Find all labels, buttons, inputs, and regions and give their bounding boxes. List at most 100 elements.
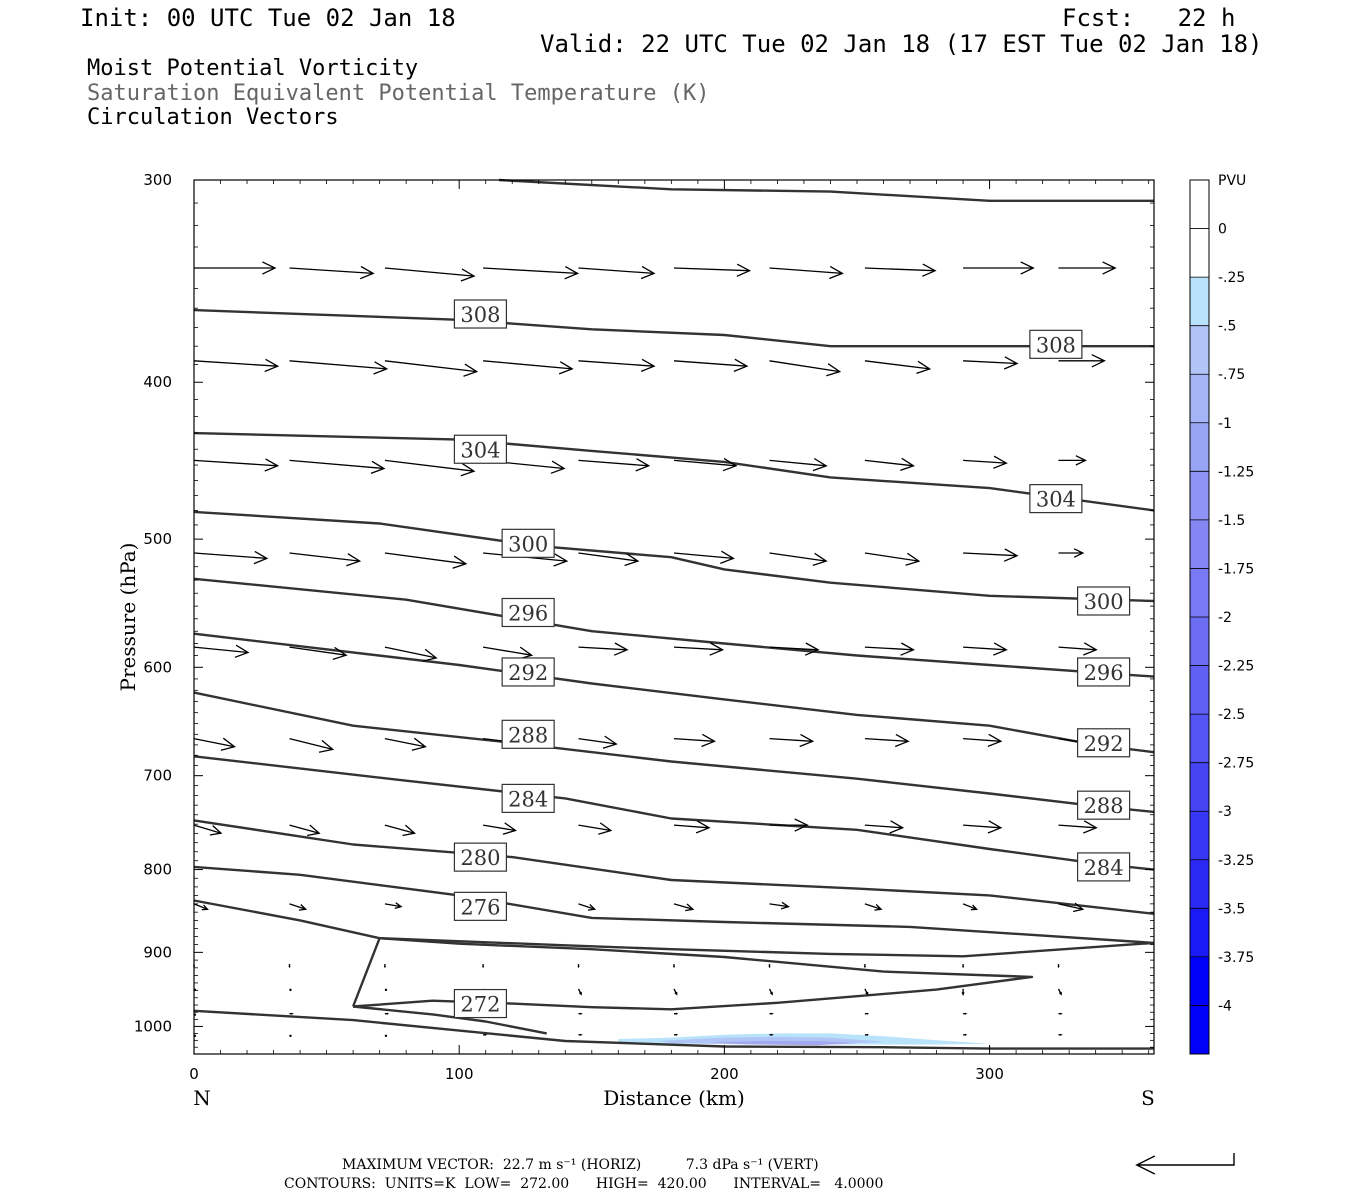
axes-layer: 300 400 500 600 700 800 900 1000 0 100 200 300 [134, 171, 1154, 1083]
vector-arrow [864, 642, 915, 656]
vector-arrow [673, 358, 749, 373]
vector-arrow [383, 964, 386, 969]
colorbar-swatch [1190, 617, 1209, 666]
vector-arrow [193, 458, 280, 472]
contour-label: 276 [460, 895, 500, 919]
contour-label: 280 [460, 846, 500, 870]
vector-arrow [289, 1012, 294, 1015]
vector-arrow [384, 902, 403, 910]
vector-arrow [289, 903, 308, 911]
contour-line-312 [498, 178, 1154, 203]
contour-line-268 [193, 1009, 1154, 1050]
vector-arrow [963, 548, 1019, 562]
vector-arrow [673, 458, 738, 472]
vector-arrow [384, 459, 476, 477]
vector-arrow [864, 820, 905, 834]
vector-arrow [768, 988, 773, 996]
colorbar-swatch [1190, 762, 1209, 812]
vector-arrow [194, 261, 277, 275]
vector-arrow [1058, 820, 1098, 834]
x-tick-label: 200 [710, 1065, 739, 1083]
vector-arrow [672, 964, 676, 969]
vector-arrow [384, 988, 388, 992]
vector-arrow [673, 903, 695, 912]
colorbar-tick-label: -2.25 [1218, 659, 1254, 675]
vector-arrow [577, 964, 580, 969]
vector-arrow [769, 901, 790, 910]
vector-arrow [482, 822, 517, 835]
vector-arrow [289, 737, 335, 753]
vector-arrow [674, 1033, 679, 1036]
vector-arrow [289, 824, 321, 837]
vector-arrow [864, 263, 937, 277]
vector-arrow [482, 646, 534, 660]
vector-arrow [768, 964, 771, 969]
contour-label: 296 [1084, 661, 1124, 685]
vector-arrow [288, 964, 291, 969]
contour-label-box [1077, 657, 1131, 687]
contour-label-box [1077, 728, 1131, 758]
contour-line-296 [193, 577, 1155, 678]
contour-label-box [453, 299, 508, 329]
colorbar-tick-label: 0 [1218, 222, 1227, 238]
vector-arrow [769, 552, 828, 567]
vector-layer [192, 261, 1117, 1038]
vector-arrow [384, 267, 476, 282]
vector-arrow [769, 457, 828, 472]
y-axis-label: Pressure (hPa) [116, 543, 140, 692]
y-tick-label: 500 [143, 530, 172, 548]
vector-arrow [384, 824, 417, 837]
vector-arrow [384, 1012, 390, 1015]
vector-arrow [769, 1012, 774, 1015]
contour-label: 308 [460, 303, 500, 327]
vector-arrow [193, 644, 250, 658]
contour-line-284 [193, 755, 1155, 871]
contour-line-300 [193, 510, 1155, 603]
vector-arrow [673, 733, 716, 748]
contour-label-layer: 308 308 304 304 300 300 296 296 292 292 288 288 284 2… [453, 299, 1131, 1019]
colorbar-swatch [1190, 859, 1209, 909]
x-tick-label: 300 [975, 1065, 1004, 1083]
vector-arrow [193, 903, 209, 911]
colorbar-swatch [1190, 908, 1209, 957]
colorbar-swatch [1190, 180, 1209, 229]
vector-arrow [963, 356, 1019, 370]
colorbar-tick-label: -2.5 [1218, 707, 1245, 723]
vector-arrow [864, 552, 921, 566]
vector-arrow [483, 1033, 488, 1036]
vector-arrow [769, 360, 842, 377]
contour-label: 292 [1084, 732, 1124, 756]
vector-arrow [384, 737, 427, 751]
vector-arrow [864, 903, 883, 911]
contour-label: 300 [1084, 590, 1124, 614]
reference-vector-icon [1135, 1153, 1235, 1175]
vector-arrow [578, 1033, 583, 1036]
y-tick-label: 700 [143, 767, 172, 785]
colorbar-tick-label: -4 [1218, 998, 1232, 1014]
vector-arrow [963, 1012, 968, 1015]
contour-line-308 [193, 308, 1154, 348]
contour-label-box [453, 434, 508, 464]
vector-arrow [863, 964, 866, 969]
contour-label: 296 [508, 601, 548, 625]
vector-arrow [193, 737, 236, 751]
forecast-hour: Fcst: 22 h [1062, 4, 1236, 32]
contour-label-box [453, 842, 508, 872]
contour-label-box [1029, 484, 1083, 514]
north-end-label: N [193, 1086, 211, 1110]
vector-arrow [289, 1034, 292, 1038]
vector-arrow [384, 1034, 388, 1038]
contour-line-292 [193, 632, 1155, 754]
colorbar-swatch [1190, 471, 1209, 520]
colorbar-tick-label: -.25 [1218, 270, 1245, 286]
contour-label: 272 [460, 993, 500, 1017]
y-tick-label: 600 [143, 658, 172, 676]
vector-arrow [289, 265, 375, 280]
contour-line-304 [193, 431, 1155, 512]
y-tick-label: 400 [143, 373, 172, 391]
colorbar-tick-label: -.75 [1218, 367, 1245, 383]
max-vector-note: MAXIMUM VECTOR: 22.7 m s⁻¹ (HORIZ) 7.3 d… [342, 1157, 819, 1173]
colorbar-tick-label: -.5 [1218, 319, 1236, 335]
vector-arrow [1057, 964, 1060, 969]
pv-fill-layer [618, 1033, 990, 1046]
